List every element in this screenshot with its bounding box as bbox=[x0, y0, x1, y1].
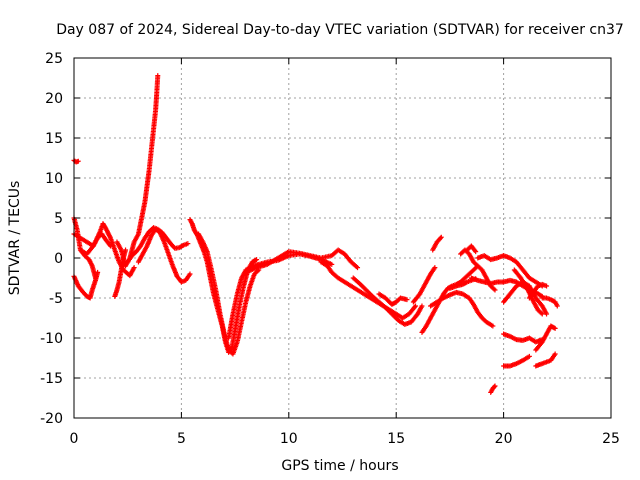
data-point bbox=[491, 384, 497, 390]
data-point bbox=[490, 323, 496, 329]
data-point bbox=[355, 265, 361, 271]
data-point bbox=[187, 271, 193, 277]
data-series-s09 bbox=[135, 226, 193, 285]
data-series-s06 bbox=[112, 247, 129, 299]
data-point bbox=[552, 351, 558, 357]
data-series-s19 bbox=[428, 289, 496, 329]
data-point bbox=[554, 303, 560, 309]
data-points bbox=[71, 73, 560, 395]
x-tick-label: 25 bbox=[602, 431, 620, 447]
y-tick-label: 20 bbox=[45, 91, 63, 107]
data-series-s01 bbox=[71, 157, 81, 165]
data-point bbox=[492, 287, 498, 293]
data-series-s08 bbox=[125, 225, 191, 265]
data-point bbox=[437, 235, 443, 241]
data-point bbox=[544, 311, 550, 317]
data-series-s26 bbox=[488, 383, 498, 395]
data-point bbox=[75, 158, 81, 164]
data-series-s20 bbox=[430, 234, 444, 253]
y-tick-label: 25 bbox=[45, 51, 63, 67]
data-series-s31 bbox=[526, 281, 550, 301]
data-point bbox=[475, 263, 481, 269]
y-tick-label: -15 bbox=[40, 371, 63, 387]
data-series-s32 bbox=[533, 323, 558, 353]
data-series-s28 bbox=[501, 331, 545, 345]
data-series-s17 bbox=[410, 265, 438, 305]
y-tick-label: -20 bbox=[40, 411, 63, 427]
data-point bbox=[404, 297, 410, 303]
data-point bbox=[95, 269, 101, 275]
data-series-s34 bbox=[539, 295, 560, 309]
data-point bbox=[544, 283, 550, 289]
data-point bbox=[473, 249, 479, 255]
data-series-s13 bbox=[243, 247, 361, 275]
y-tick-label: -10 bbox=[40, 331, 63, 347]
y-axis-label: SDTVAR / TECUs bbox=[7, 181, 23, 296]
data-series-s07 bbox=[114, 73, 161, 269]
data-point bbox=[526, 353, 532, 359]
x-tick-label: 10 bbox=[280, 431, 298, 447]
data-point bbox=[419, 303, 425, 309]
y-tick-label: 0 bbox=[54, 251, 63, 267]
data-point bbox=[432, 265, 438, 271]
x-tick-label: 0 bbox=[70, 431, 79, 447]
plot-frame bbox=[73, 57, 612, 419]
data-point bbox=[413, 303, 419, 309]
data-series-s15 bbox=[350, 275, 425, 327]
data-point bbox=[552, 325, 558, 331]
data-series-s27 bbox=[501, 353, 532, 369]
data-point bbox=[185, 241, 191, 247]
data-point bbox=[492, 383, 498, 389]
x-axis-label: GPS time / hours bbox=[281, 458, 398, 474]
y-tick-label: 5 bbox=[54, 211, 63, 227]
data-series-s23 bbox=[464, 243, 479, 255]
data-point bbox=[438, 234, 444, 240]
data-series-s03 bbox=[71, 269, 101, 301]
data-point bbox=[123, 247, 129, 253]
data-series-s11 bbox=[196, 231, 262, 357]
data-point bbox=[254, 257, 260, 263]
x-tick-label: 5 bbox=[177, 431, 186, 447]
y-tick-label: 15 bbox=[45, 131, 63, 147]
y-tick-label: -5 bbox=[49, 291, 63, 307]
grid-lines bbox=[74, 58, 611, 418]
x-tick-label: 20 bbox=[495, 431, 513, 447]
data-series-s16 bbox=[376, 291, 410, 307]
data-point bbox=[155, 73, 161, 79]
data-series-s02 bbox=[71, 215, 98, 281]
data-series-s33 bbox=[533, 351, 558, 369]
y-tick-label: 10 bbox=[45, 171, 63, 187]
chart-title: Day 087 of 2024, Sidereal Day-to-day VTE… bbox=[56, 22, 624, 38]
axis-ticks: 0 5 10 15 20 25 -20 -15 -10 -5 0 5 10 15 20 25 bbox=[40, 51, 620, 447]
data-point bbox=[131, 265, 137, 271]
x-tick-label: 15 bbox=[387, 431, 405, 447]
data-point bbox=[539, 311, 545, 317]
data-point bbox=[329, 261, 335, 267]
